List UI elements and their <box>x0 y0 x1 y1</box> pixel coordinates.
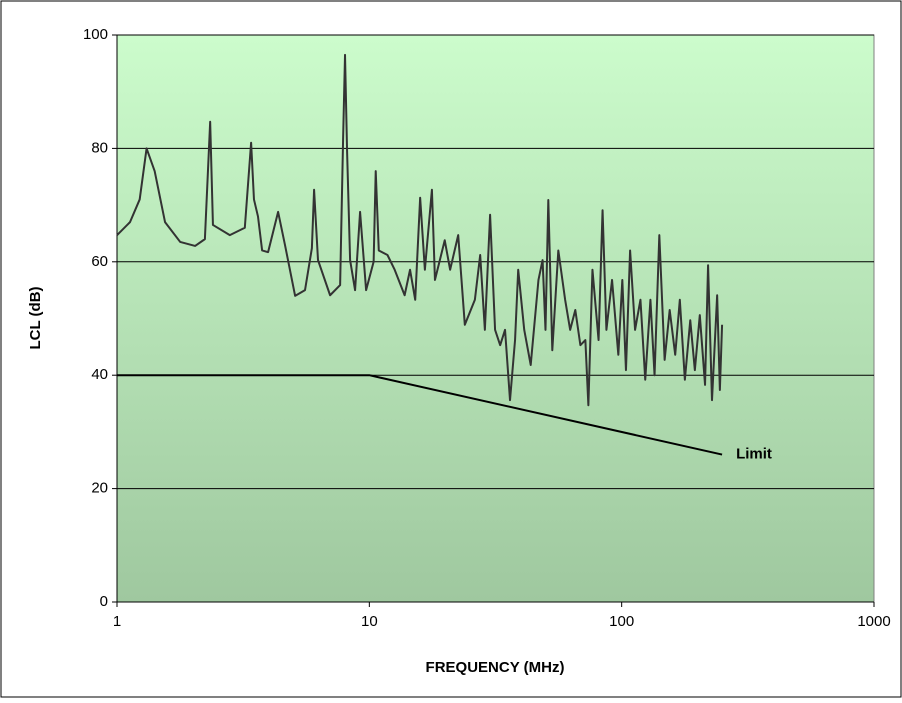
x-tick-label: 1000 <box>857 613 890 630</box>
series-line <box>117 374 723 456</box>
y-tick-label: 0 <box>100 593 108 610</box>
series-line <box>116 53 724 407</box>
y-tick-label: 60 <box>91 253 108 270</box>
y-axis-label: LCL (dB) <box>27 286 44 349</box>
x-tick-label: 10 <box>361 613 378 630</box>
y-tick-label: 80 <box>91 139 108 156</box>
x-axis-label: FREQUENCY (MHz) <box>426 659 565 676</box>
x-tick-label: 100 <box>609 613 634 630</box>
y-tick-label: 100 <box>83 26 108 43</box>
series-label: Limit <box>736 446 772 463</box>
x-tick-label: 1 <box>113 613 121 630</box>
y-tick-label: 20 <box>91 480 108 497</box>
y-tick-label: 40 <box>91 366 108 383</box>
